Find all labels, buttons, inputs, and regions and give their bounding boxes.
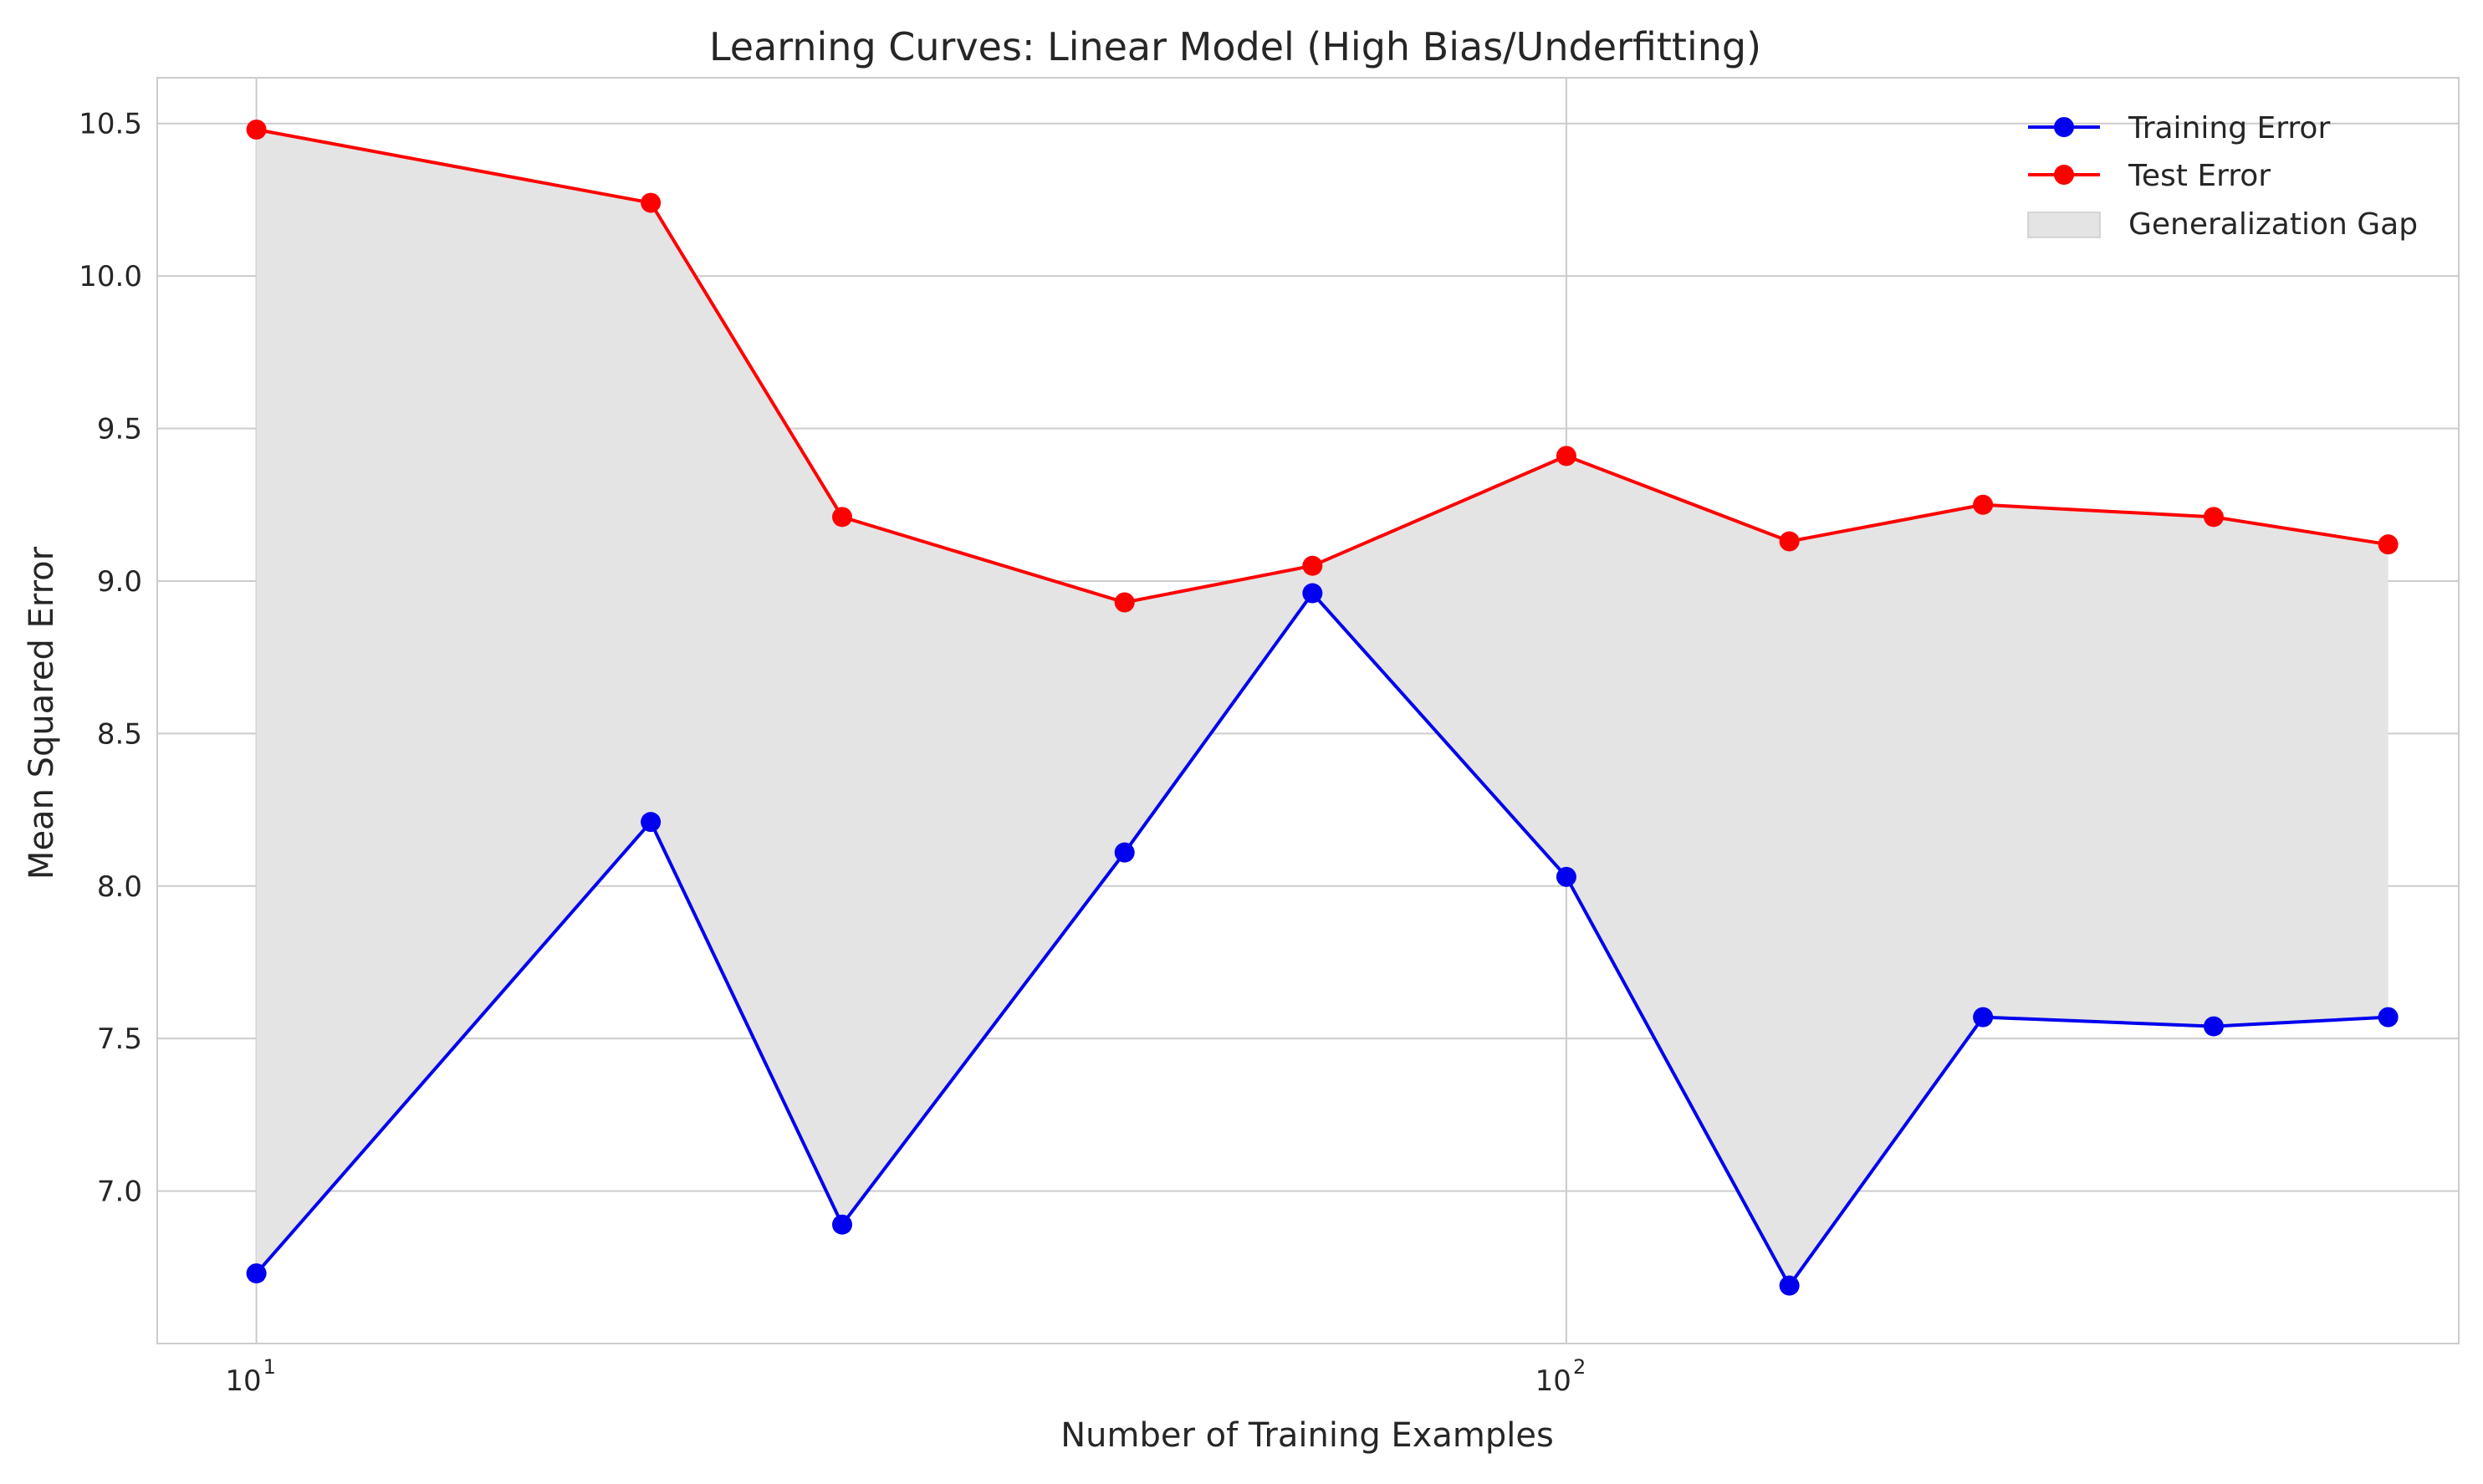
training-error-point-3 (1114, 842, 1135, 863)
legend: Training Error Test Error Generalization… (2027, 111, 2418, 242)
training-error-point-8 (2203, 1016, 2224, 1037)
y-tick-label-0: 7.0 (97, 1175, 142, 1209)
training-error-point-5 (1556, 866, 1576, 887)
y-tick-label-1: 7.5 (97, 1022, 142, 1056)
test-error-point-7 (1973, 494, 1994, 515)
legend-training-swatch-marker (2054, 117, 2074, 137)
x-tick-label-base-1: 10 (1535, 1364, 1571, 1398)
x-tick-label-0: 10 1 (225, 1355, 276, 1398)
training-error-point-9 (2378, 1007, 2399, 1028)
test-error-point-5 (1556, 446, 1576, 467)
x-tick-labels: 10 1 10 2 (225, 1355, 1586, 1398)
training-error-point-0 (246, 1263, 267, 1284)
x-tick-label-exponent-1: 2 (1573, 1355, 1586, 1379)
legend-test-label: Test Error (2128, 159, 2271, 193)
generalization-gap-area (256, 130, 2388, 1286)
training-error-point-6 (1779, 1275, 1800, 1296)
test-error-point-8 (2203, 507, 2224, 528)
test-error-line (256, 128, 2388, 604)
generalization-gap-fill (256, 130, 2388, 1286)
training-error-point-4 (1302, 583, 1323, 604)
y-tick-label-2: 8.0 (97, 870, 142, 904)
series-markers (246, 120, 2399, 1296)
test-error-point-3 (1114, 592, 1135, 613)
legend-test-swatch-marker (2054, 165, 2074, 185)
plot-frame (156, 77, 2460, 1344)
chart-title: Learning Curves: Linear Model (High Bias… (709, 24, 1761, 69)
series-lines (255, 128, 2388, 1288)
legend-training-label: Training Error (2128, 111, 2330, 145)
y-axis-label: Mean Squared Error (23, 546, 61, 880)
test-error-point-2 (832, 507, 853, 528)
x-tick-label-1: 10 2 (1535, 1355, 1586, 1398)
y-tick-label-5: 9.5 (97, 413, 142, 446)
test-error-point-9 (2378, 534, 2399, 555)
training-error-point-2 (832, 1214, 853, 1235)
test-error-point-6 (1779, 531, 1800, 552)
test-error-point-1 (641, 192, 662, 213)
y-tick-label-7: 10.5 (79, 108, 142, 141)
legend-gap-swatch (2027, 212, 2101, 238)
training-error-line (255, 591, 2388, 1288)
training-error-point-7 (1973, 1007, 1994, 1028)
test-error-point-4 (1302, 555, 1323, 576)
y-tick-labels: 7.0 7.5 8.0 8.5 9.0 9.5 10.0 10.5 (79, 108, 142, 1209)
legend-gap-label: Generalization Gap (2128, 207, 2418, 242)
test-error-point-0 (246, 120, 267, 140)
x-tick-label-base-0: 10 (225, 1364, 261, 1398)
y-tick-label-6: 10.0 (79, 260, 142, 293)
y-tick-label-3: 8.5 (97, 717, 142, 751)
x-tick-label-exponent-0: 1 (263, 1355, 276, 1379)
x-axis-label: Number of Training Examples (1060, 1416, 1554, 1455)
training-error-point-1 (641, 812, 662, 833)
y-tick-label-4: 9.0 (97, 565, 142, 599)
